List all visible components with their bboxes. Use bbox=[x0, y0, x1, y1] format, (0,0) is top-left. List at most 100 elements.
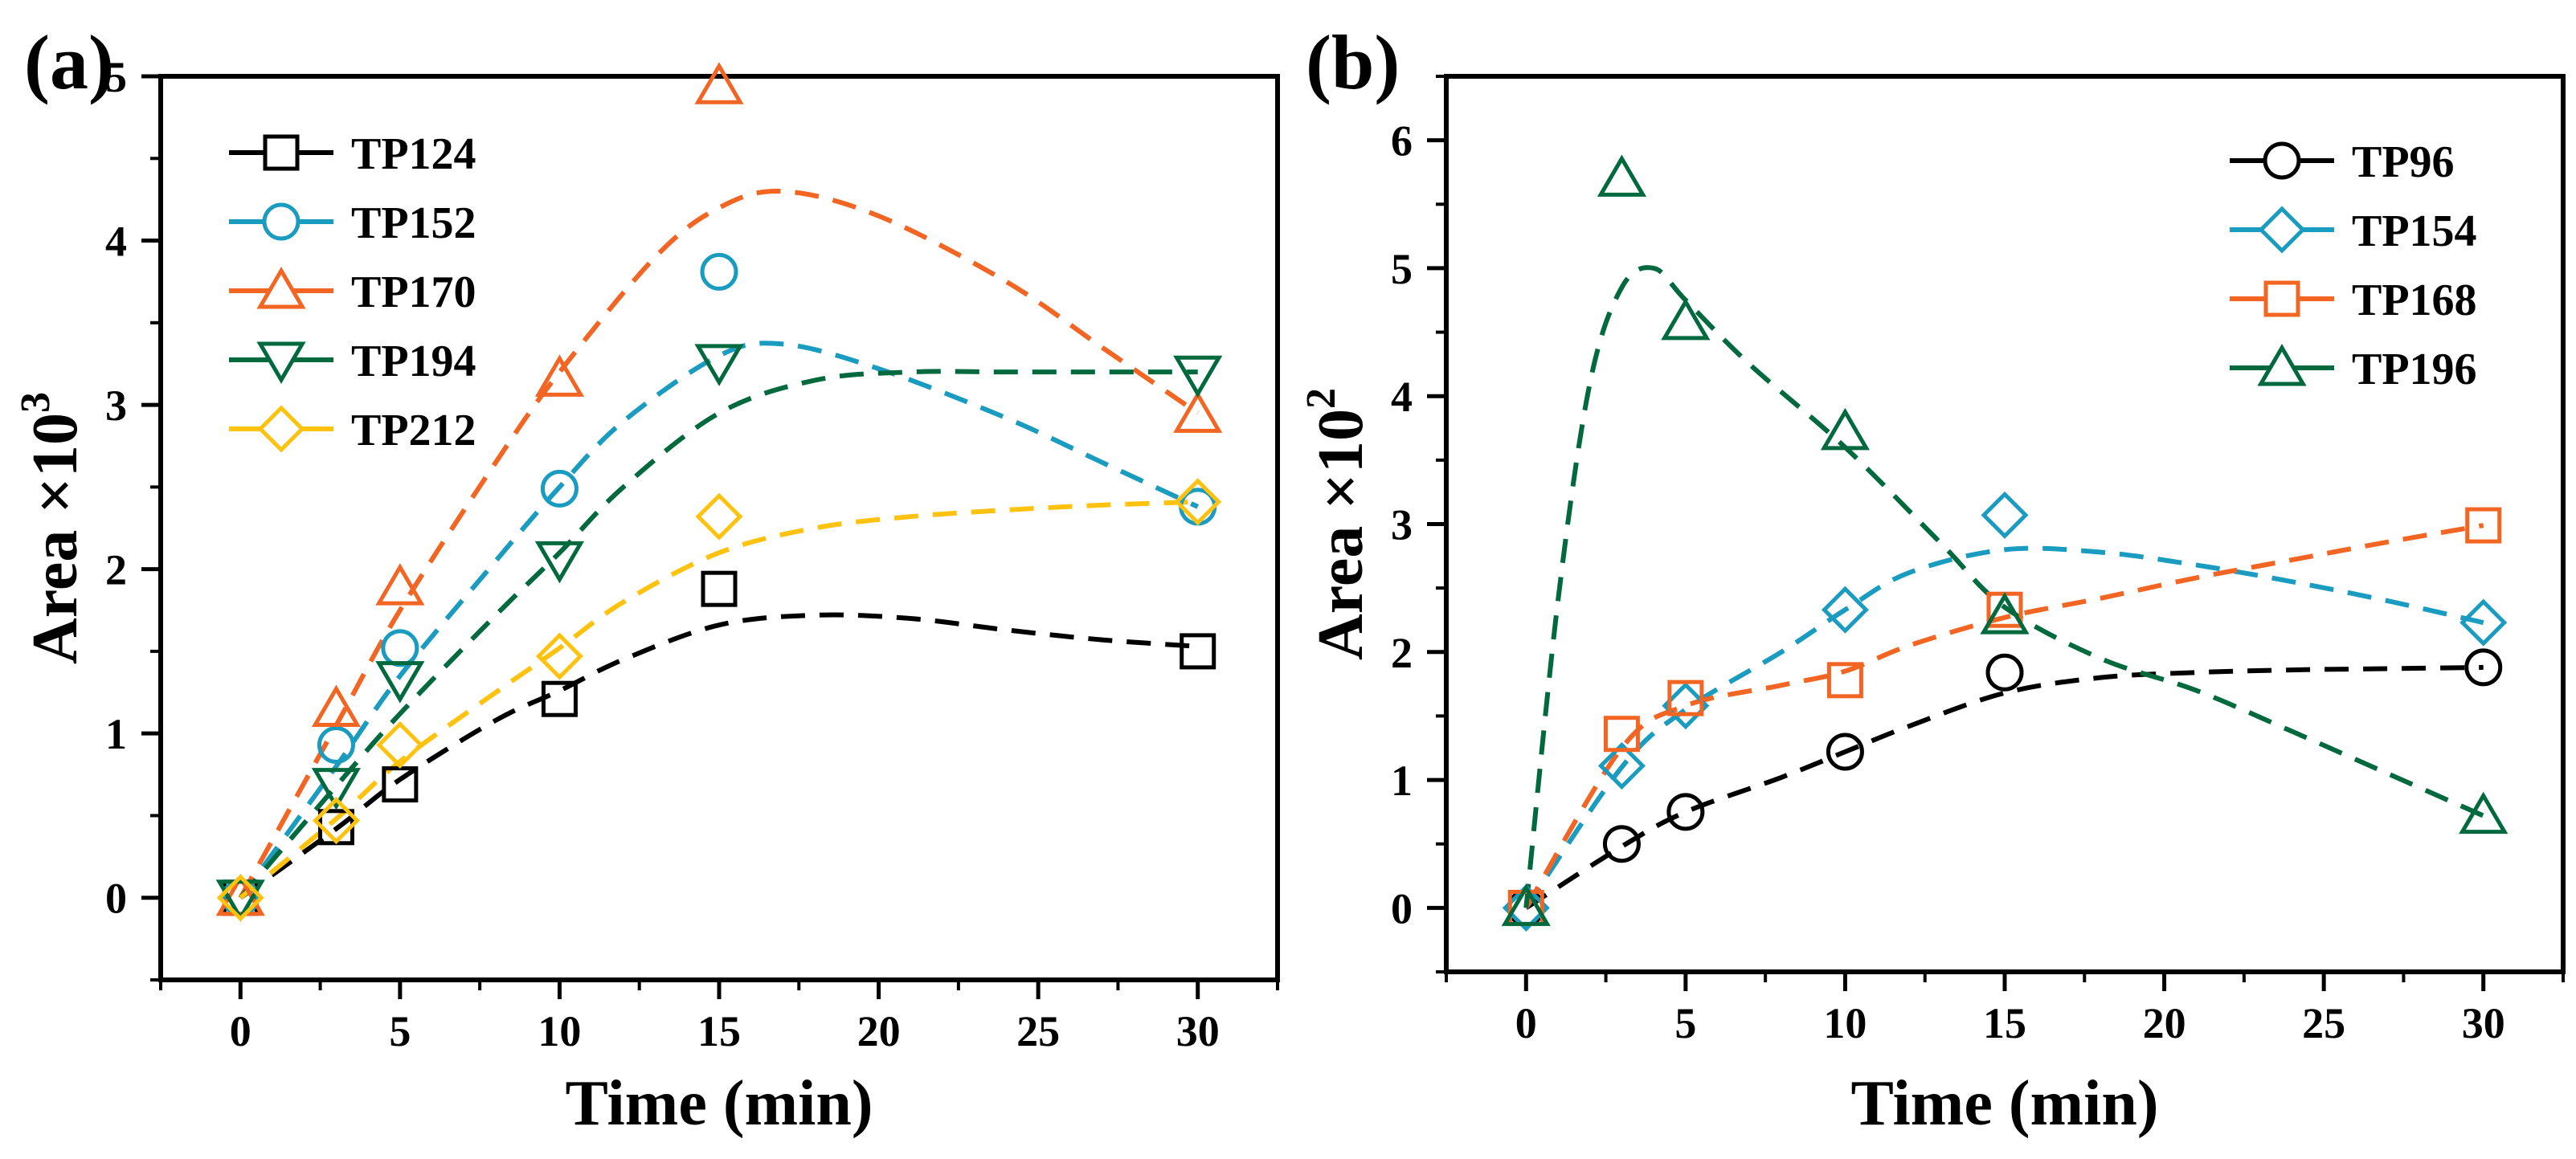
x-tick-label: 5 bbox=[389, 1007, 411, 1055]
data-point-tp194 bbox=[694, 344, 744, 386]
data-point-tp212 bbox=[376, 720, 424, 769]
y-axis-title-base: Area ×10 bbox=[20, 413, 91, 664]
x-tick-label: 25 bbox=[1016, 1007, 1060, 1055]
legend-marker bbox=[262, 202, 301, 241]
data-point-tp152 bbox=[540, 469, 579, 508]
data-point-tp124 bbox=[541, 680, 578, 717]
y-tick-label: 2 bbox=[1391, 629, 1413, 677]
y-tick-label: 3 bbox=[105, 382, 127, 430]
y-tick-label: 1 bbox=[1391, 757, 1413, 805]
x-tick-label: 0 bbox=[230, 1007, 251, 1055]
x-tick-label: 10 bbox=[538, 1007, 581, 1055]
y-tick-label: 3 bbox=[1391, 501, 1413, 549]
data-point-tp168 bbox=[1667, 679, 1704, 716]
fit-curve-tp96 bbox=[1524, 664, 2484, 910]
data-point-tp124 bbox=[701, 570, 738, 607]
fit-curve-tp152 bbox=[238, 341, 1199, 900]
y-axis-title-exponent: 2 bbox=[1298, 388, 1344, 409]
y-tick-label: 1 bbox=[105, 710, 127, 758]
data-point-tp194 bbox=[375, 661, 425, 704]
fit-curve-tp154 bbox=[1523, 545, 2484, 910]
y-tick-label: 5 bbox=[1391, 245, 1413, 293]
data-point-tp212 bbox=[1174, 478, 1222, 526]
legend-marker bbox=[2258, 206, 2306, 254]
fit-curve-tp170 bbox=[238, 188, 1200, 900]
legend-label: TP196 bbox=[2352, 345, 2477, 394]
legend-marker bbox=[263, 134, 300, 171]
data-point-tp96 bbox=[1826, 733, 1864, 771]
data-point-tp196 bbox=[2459, 791, 2509, 835]
data-point-tp96 bbox=[1985, 653, 2024, 692]
data-point-tp154 bbox=[2459, 598, 2508, 647]
x-tick-label: 10 bbox=[1823, 999, 1867, 1047]
fit-curve-tp168 bbox=[1523, 523, 2484, 909]
x-tick-label: 20 bbox=[2143, 999, 2186, 1047]
y-tick-label: 4 bbox=[1391, 373, 1413, 421]
y-axis-title-exponent: 3 bbox=[13, 392, 59, 413]
data-point-tp194 bbox=[1173, 355, 1223, 398]
y-axis-title: Area ×103 bbox=[13, 392, 91, 664]
data-point-tp96 bbox=[1666, 793, 1705, 831]
fit-curve-tp196 bbox=[1523, 265, 2484, 908]
panel-label: (b) bbox=[1306, 19, 1400, 105]
data-point-tp168 bbox=[1826, 662, 1863, 699]
legend-label: TP168 bbox=[2352, 275, 2477, 325]
x-tick-label: 0 bbox=[1515, 999, 1537, 1047]
legend-label: TP212 bbox=[351, 406, 476, 455]
x-tick-label: 15 bbox=[1983, 999, 2026, 1047]
data-point-tp212 bbox=[535, 632, 583, 680]
fit-curve-tp194 bbox=[239, 369, 1198, 900]
legend: TP96 TP154 TP168 TP196 bbox=[2230, 137, 2477, 394]
data-point-tp170 bbox=[311, 684, 362, 727]
data-point-tp168 bbox=[1603, 716, 1640, 753]
data-point-tp212 bbox=[695, 492, 743, 541]
y-tick-label: 6 bbox=[1391, 117, 1413, 165]
data-point-tp124 bbox=[1180, 633, 1216, 670]
legend-marker bbox=[257, 405, 305, 453]
data-point-tp212 bbox=[216, 874, 264, 922]
data-point-tp196 bbox=[1820, 407, 1871, 451]
data-point-tp196 bbox=[1501, 884, 1551, 926]
legend: TP124 TP152 TP170 TP194 TP212 bbox=[229, 129, 476, 455]
y-tick-label: 4 bbox=[105, 218, 127, 266]
data-point-tp196 bbox=[1661, 297, 1711, 341]
legend-label: TP124 bbox=[351, 129, 476, 179]
data-point-tp96 bbox=[1602, 825, 1641, 863]
y-tick-label: 0 bbox=[105, 875, 127, 923]
legend-label: TP154 bbox=[2352, 206, 2477, 256]
data-point-tp152 bbox=[381, 629, 419, 667]
fit-curve-tp212 bbox=[239, 499, 1198, 900]
x-axis-title: Time (min) bbox=[566, 1068, 873, 1139]
data-point-tp212 bbox=[312, 797, 360, 845]
y-axis-title-base: Area ×10 bbox=[1306, 409, 1376, 660]
data-point-tp196 bbox=[1597, 154, 1647, 197]
data-point-tp196 bbox=[1980, 592, 2030, 635]
data-point-tp154 bbox=[1981, 491, 2029, 539]
data-point-tp194 bbox=[534, 541, 585, 584]
data-point-tp168 bbox=[2465, 507, 2502, 544]
data-point-tp152 bbox=[317, 726, 355, 764]
data-point-tp154 bbox=[1662, 682, 1710, 730]
panel-b: 0 5 10 15 20 25 30 0 1 2 3 4 5 6 (b) Time (min) Area ×10… bbox=[1298, 19, 2566, 1139]
legend-label: TP194 bbox=[351, 337, 476, 386]
y-axis-title: Area ×102 bbox=[1298, 388, 1376, 660]
data-point-tp170 bbox=[1173, 390, 1223, 433]
x-tick-label: 20 bbox=[857, 1007, 901, 1055]
x-tick-label: 30 bbox=[1176, 1007, 1220, 1055]
x-axis-title: Time (min) bbox=[1851, 1068, 2159, 1139]
data-point-tp152 bbox=[700, 252, 738, 291]
x-tick-label: 30 bbox=[2462, 999, 2505, 1047]
x-tick-label: 15 bbox=[697, 1007, 741, 1055]
y-tick-label: 0 bbox=[1391, 884, 1413, 933]
data-point-tp194 bbox=[311, 768, 362, 810]
data-point-tp170 bbox=[375, 563, 425, 606]
legend-marker bbox=[256, 267, 306, 309]
legend-marker bbox=[2263, 141, 2301, 180]
data-point-tp154 bbox=[1502, 884, 1550, 932]
legend-label: TP170 bbox=[351, 267, 476, 317]
data-point-tp194 bbox=[215, 879, 265, 922]
panel-label: (a) bbox=[24, 19, 114, 105]
legend-marker bbox=[2263, 280, 2300, 317]
